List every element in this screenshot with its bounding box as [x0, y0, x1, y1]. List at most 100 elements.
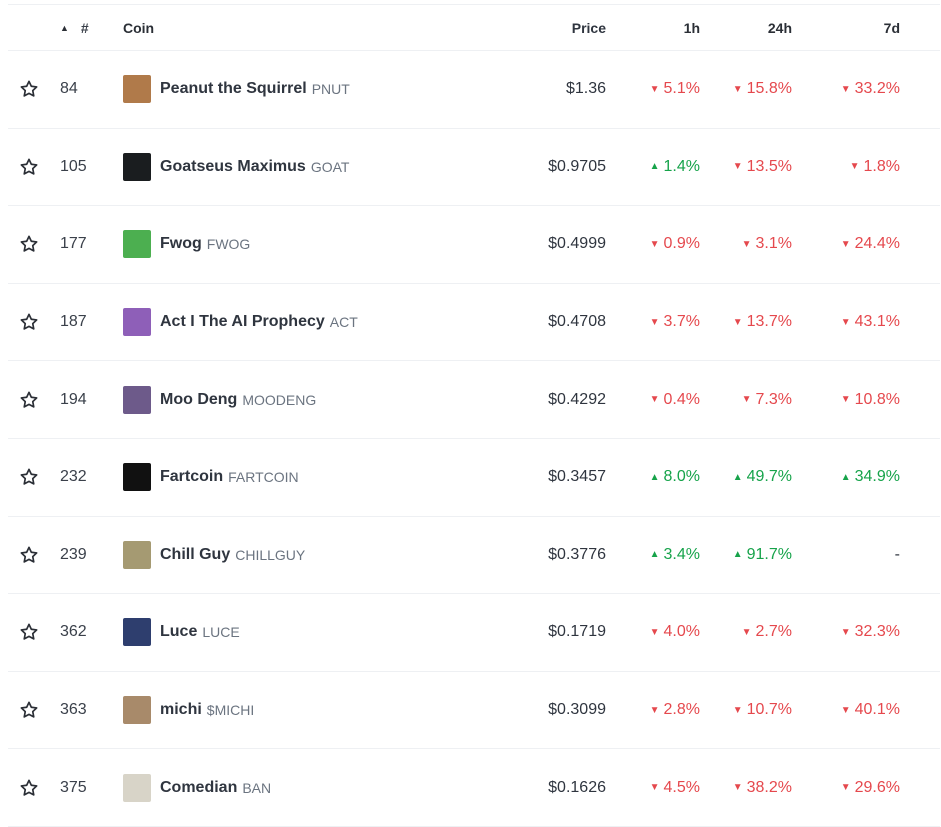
star-icon[interactable]: [19, 312, 39, 332]
coin-symbol: FARTCOIN: [228, 469, 299, 486]
7d-change-cell: -: [792, 517, 900, 594]
rank-column-header[interactable]: ▲ #: [60, 5, 120, 50]
coin-name-link[interactable]: Chill Guy: [160, 545, 231, 563]
price-cell: $0.1719: [488, 594, 606, 671]
coin-name-link[interactable]: Fwog: [160, 235, 202, 253]
24h-change-cell: ▲ 91.7%: [700, 517, 792, 594]
coin-cell[interactable]: Comedian BAN: [123, 749, 503, 826]
coin-logo[interactable]: [123, 308, 151, 337]
sort-up-icon[interactable]: ▲: [60, 22, 69, 33]
24h-column-header[interactable]: 24h: [700, 5, 792, 50]
table-row[interactable]: 177 Fwog FWOG $0.4999 ▼ 0.9% ▼ 3.1% ▼ 24…: [8, 206, 940, 284]
star-icon[interactable]: [19, 390, 39, 410]
table-row[interactable]: 362 Luce LUCE $0.1719 ▼ 4.0% ▼ 2.7% ▼ 32…: [8, 594, 940, 672]
1h-change-cell: ▲ 1.4%: [608, 129, 700, 206]
7d-column-header[interactable]: 7d: [792, 5, 900, 50]
price-value: $0.4292: [548, 390, 606, 408]
table-row[interactable]: 239 Chill Guy CHILLGUY $0.3776 ▲ 3.4% ▲ …: [8, 517, 940, 595]
star-icon[interactable]: [19, 622, 39, 642]
24h-change-cell: ▼ 2.7%: [700, 594, 792, 671]
coin-logo[interactable]: [123, 773, 151, 802]
coin-name-link[interactable]: Act I The AI Prophecy: [160, 313, 325, 331]
coin-logo[interactable]: [123, 75, 151, 104]
24h-change-value: 10.7%: [746, 701, 792, 719]
caret-down-icon: ▼: [649, 704, 660, 716]
1h-change-cell: ▲ 8.0%: [608, 439, 700, 516]
coin-name-link[interactable]: Peanut the Squirrel: [160, 80, 307, 98]
1h-change-cell: ▲ 3.4%: [608, 517, 700, 594]
table-row[interactable]: 194 Moo Deng MOODENG $0.4292 ▼ 0.4% ▼ 7.…: [8, 361, 940, 439]
caret-down-icon: ▼: [732, 83, 743, 95]
coin-logo[interactable]: [123, 230, 151, 259]
price-cell: $0.1626: [488, 749, 606, 826]
rank-value: 239: [60, 545, 87, 563]
coin-name-link[interactable]: Fartcoin: [160, 468, 224, 486]
coin-column-header[interactable]: Coin: [123, 5, 503, 50]
7d-change-cell: ▲ 34.9%: [792, 439, 900, 516]
coin-cell[interactable]: Moo Deng MOODENG: [123, 361, 503, 438]
caret-down-icon: ▼: [649, 782, 660, 794]
coin-logo[interactable]: [123, 696, 151, 725]
rank-value: 177: [60, 235, 87, 253]
coin-name-link[interactable]: Goatseus Maximus: [160, 157, 306, 175]
favorite-star-cell: [18, 51, 40, 128]
favorite-star-cell: [18, 206, 40, 283]
1h-column-header[interactable]: 1h: [608, 5, 700, 50]
star-icon[interactable]: [19, 234, 39, 254]
24h-change-cell: ▼ 38.2%: [700, 749, 792, 826]
caret-down-icon: ▼: [840, 83, 851, 95]
table-row[interactable]: 187 Act I The AI Prophecy ACT $0.4708 ▼ …: [8, 284, 940, 362]
caret-down-icon: ▼: [840, 238, 851, 250]
caret-down-icon: ▼: [732, 316, 743, 328]
coin-name-link[interactable]: michi: [160, 701, 202, 719]
7d-change-value: 1.8%: [863, 157, 900, 175]
star-icon[interactable]: [19, 467, 39, 487]
table-row[interactable]: 375 Comedian BAN $0.1626 ▼ 4.5% ▼ 38.2% …: [8, 749, 940, 827]
coin-cell[interactable]: Goatseus Maximus GOAT: [123, 129, 503, 206]
coin-name-link[interactable]: Luce: [160, 623, 198, 641]
rank-cell: 239: [60, 517, 120, 594]
coin-logo[interactable]: [123, 385, 151, 414]
rank-cell: 84: [60, 51, 120, 128]
price-cell: $1.36: [488, 51, 606, 128]
coin-logo[interactable]: [123, 463, 151, 492]
coin-cell[interactable]: michi $MICHI: [123, 672, 503, 749]
caret-down-icon: ▼: [849, 161, 860, 173]
coin-logo[interactable]: [123, 152, 151, 181]
coin-cell[interactable]: Peanut the Squirrel PNUT: [123, 51, 503, 128]
24h-change-cell: ▼ 13.5%: [700, 129, 792, 206]
coin-symbol: BAN: [242, 779, 272, 796]
coin-cell[interactable]: Chill Guy CHILLGUY: [123, 517, 503, 594]
price-column-header[interactable]: Price: [488, 5, 606, 50]
star-icon[interactable]: [19, 778, 39, 798]
star-icon[interactable]: [19, 545, 39, 565]
rank-cell: 187: [60, 284, 120, 361]
table-row[interactable]: 105 Goatseus Maximus GOAT $0.9705 ▲ 1.4%…: [8, 129, 940, 207]
1h-change-value: 0.9%: [663, 235, 700, 253]
star-icon[interactable]: [19, 700, 39, 720]
rank-cell: 363: [60, 672, 120, 749]
star-icon[interactable]: [19, 79, 39, 99]
7d-change-cell: ▼ 33.2%: [792, 51, 900, 128]
coin-logo[interactable]: [123, 540, 151, 569]
coin-name-link[interactable]: Comedian: [160, 778, 238, 796]
coin-cell[interactable]: Luce LUCE: [123, 594, 503, 671]
coin-cell[interactable]: Fartcoin FARTCOIN: [123, 439, 503, 516]
coin-logo[interactable]: [123, 618, 151, 647]
coin-name-link[interactable]: Moo Deng: [160, 390, 238, 408]
price-value: $0.1719: [548, 623, 606, 641]
coin-cell[interactable]: Act I The AI Prophecy ACT: [123, 284, 503, 361]
price-cell: $0.4292: [488, 361, 606, 438]
coin-symbol: MOODENG: [242, 391, 317, 408]
caret-down-icon: ▼: [649, 626, 660, 638]
caret-down-icon: ▼: [741, 238, 752, 250]
favorite-star-cell: [18, 361, 40, 438]
table-row[interactable]: 363 michi $MICHI $0.3099 ▼ 2.8% ▼ 10.7% …: [8, 672, 940, 750]
coin-cell[interactable]: Fwog FWOG: [123, 206, 503, 283]
favorite-star-cell: [18, 517, 40, 594]
table-row[interactable]: 232 Fartcoin FARTCOIN $0.3457 ▲ 8.0% ▲ 4…: [8, 439, 940, 517]
table-row[interactable]: 84 Peanut the Squirrel PNUT $1.36 ▼ 5.1%…: [8, 51, 940, 129]
star-icon[interactable]: [19, 157, 39, 177]
caret-down-icon: ▼: [741, 394, 752, 406]
rank-cell: 232: [60, 439, 120, 516]
